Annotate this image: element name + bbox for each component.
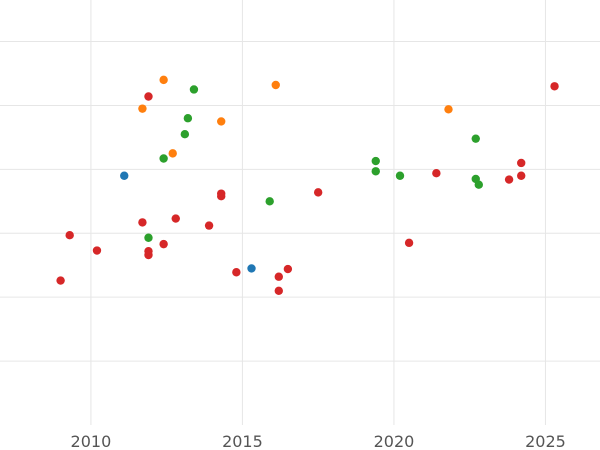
point-s1-3 [217, 117, 226, 126]
point-s3-13 [274, 272, 283, 281]
data-points [56, 75, 559, 295]
point-s2-8 [395, 171, 405, 180]
point-s2-2 [180, 130, 190, 139]
x-tick-label-1: 2015 [222, 432, 263, 450]
point-s3-3 [138, 218, 147, 227]
point-s3-1 [65, 230, 74, 240]
x-tick-label-2: 2020 [374, 432, 415, 450]
point-s1-5 [444, 105, 453, 114]
point-s3-0 [56, 276, 65, 285]
point-s1-1 [159, 75, 168, 85]
point-s1-0 [138, 104, 147, 113]
x-tick-label-3: 2025 [525, 432, 566, 450]
point-s2-1 [159, 154, 168, 163]
point-s3-20 [517, 158, 526, 168]
point-s3-22 [550, 82, 559, 91]
point-s2-7 [371, 167, 380, 176]
point-s3-14 [274, 286, 283, 295]
point-s3-12 [232, 268, 241, 277]
x-tick-label-0: 2010 [71, 432, 112, 450]
point-s3-2 [92, 246, 102, 255]
point-s3-16 [313, 188, 323, 197]
point-s3-8 [171, 214, 180, 223]
point-s2-9 [471, 134, 480, 143]
point-s3-15 [283, 264, 293, 274]
point-s2-5 [265, 197, 274, 206]
horizontal-gridlines [0, 41, 600, 362]
vertical-gridlines [90, 0, 546, 425]
point-s2-3 [183, 114, 193, 123]
point-s3-7 [159, 239, 168, 249]
point-s1-4 [271, 80, 280, 90]
point-s2-4 [189, 85, 199, 94]
point-s1-2 [168, 149, 177, 158]
point-s3-18 [432, 168, 441, 178]
point-s3-17 [404, 238, 414, 248]
point-s2-0 [144, 233, 153, 242]
point-s2-6 [371, 156, 380, 166]
point-s3-4 [144, 92, 153, 101]
point-s3-6 [144, 250, 153, 260]
point-s3-9 [204, 221, 214, 230]
point-s0-0 [120, 171, 129, 180]
point-s3-11 [217, 192, 226, 201]
point-s0-1 [247, 264, 256, 273]
point-s2-11 [474, 180, 483, 189]
point-s3-21 [517, 171, 526, 180]
point-s3-19 [504, 175, 514, 184]
x-axis-tick-labels: 2010 2015 2020 2025 [71, 432, 566, 450]
